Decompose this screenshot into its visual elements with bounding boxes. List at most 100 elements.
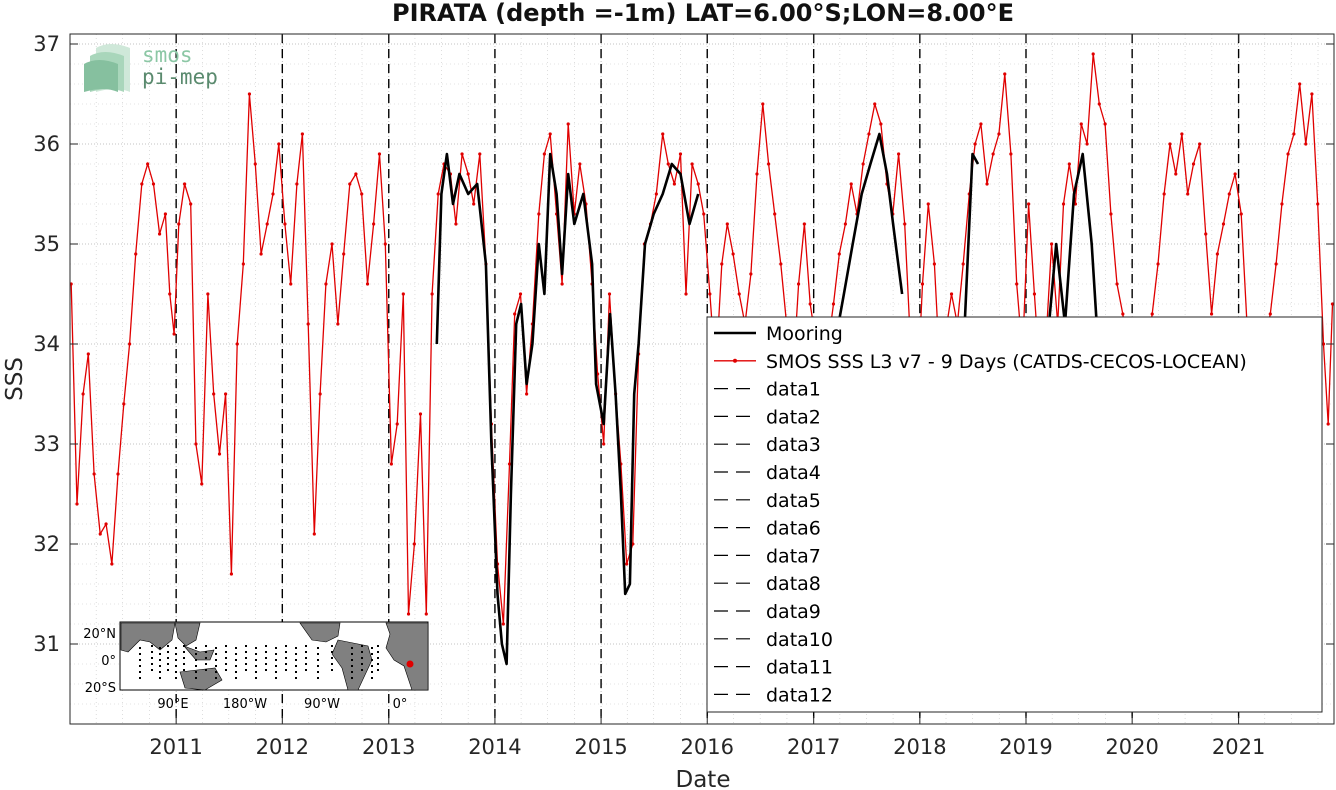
buoy-dot [377,657,379,659]
buoy-dot [295,677,297,679]
buoy-dot [295,665,297,667]
smos-point [802,222,806,226]
map-lon-label-4: 0° [393,697,408,712]
buoy-dot [183,651,185,653]
smos-point [920,282,925,286]
smos-point [708,292,712,296]
smos-point [189,202,193,206]
legend-box [706,316,1323,713]
buoy-dot [317,647,319,649]
smos-point [194,442,198,446]
buoy-dot [371,653,373,655]
smos-point [318,392,322,396]
smos-point [472,202,476,206]
buoy-dot [225,657,227,659]
smos-point [86,352,90,356]
smos-point [773,212,777,216]
legend-label: data9 [766,601,821,623]
smos-point [1268,312,1272,316]
buoy-dot [275,659,277,661]
buoy-dot [167,657,169,659]
smos-point [1150,312,1154,316]
smos-point [1227,192,1231,196]
buoy-dot [245,651,247,653]
map-lat-label-2: 0° [101,654,116,669]
buoy-dot [371,671,373,673]
buoy-dot [285,651,287,653]
smos-point [157,232,162,236]
smos-point [365,282,370,286]
smos-point [672,182,676,186]
buoy-dot [183,663,185,665]
buoy-dot [205,669,207,671]
map-lat-label-3: 20°S [85,681,116,696]
smos-point [1209,312,1214,316]
buoy-dot [175,665,177,667]
y-axis-label: SSS [2,357,28,401]
buoy-dot [265,669,267,671]
smos-point [1286,152,1290,156]
map-lat-label-1: 20°N [83,627,116,642]
buoy-dot [371,659,373,661]
smos-point [903,222,907,226]
smos-point [200,482,204,486]
smos-point [831,302,836,306]
buoy-dot [195,671,197,673]
buoy-dot [295,671,297,673]
buoy-dot [317,665,319,667]
smos-point [837,252,841,256]
buoy-dot [265,645,267,647]
buoy-dot [265,657,267,659]
buoy-dot [139,671,141,673]
map-lon-label-1: 90°E [157,697,188,712]
smos-point [548,132,552,136]
buoy-dot [351,647,353,649]
smos-point [1221,222,1226,226]
smos-point [690,162,694,166]
buoy-dot [151,663,153,665]
smos-point [991,152,995,156]
buoy-dot [195,647,197,649]
buoy-dot [305,645,307,647]
x-tick-label: 2011 [149,735,202,759]
smos-point [607,292,612,296]
smos-point [389,462,393,466]
smos-point [1274,262,1278,266]
logo-wave-icon [84,44,130,92]
legend-label: data10 [766,629,833,651]
smos-point [1079,122,1083,126]
smos-point [140,182,144,186]
map-lon-label-3: 90°W [304,697,340,712]
buoy-dot [255,647,257,649]
buoy-dot [245,657,247,659]
buoy-dot [215,647,217,649]
buoy-dot [285,663,287,665]
smos-point [1049,242,1054,246]
smos-point [1103,122,1107,126]
smos-point [949,292,954,296]
smos-point [507,462,512,466]
buoy-dot [139,665,141,667]
smos-point [1168,142,1172,146]
buoy-dot [235,677,237,679]
smos-point [1233,172,1237,176]
buoy-dot [275,671,277,673]
buoy-dot [151,651,153,653]
buoy-dot [331,651,333,653]
legend-label: data2 [766,406,821,428]
buoy-dot [225,651,227,653]
smos-point [460,152,464,156]
logo-line-2: pi-mep [142,65,218,89]
smos-point [277,142,281,146]
smos-point [182,182,187,186]
buoy-dot [159,671,161,673]
legend-label: data5 [766,490,821,512]
smos-point [324,282,328,286]
buoy-dot [139,653,141,655]
smos-point [755,172,759,176]
buoy-dot [245,645,247,647]
smos-point [720,262,724,266]
smos-point [1091,52,1095,56]
smos-point [1215,252,1219,256]
smos-point [289,282,293,286]
